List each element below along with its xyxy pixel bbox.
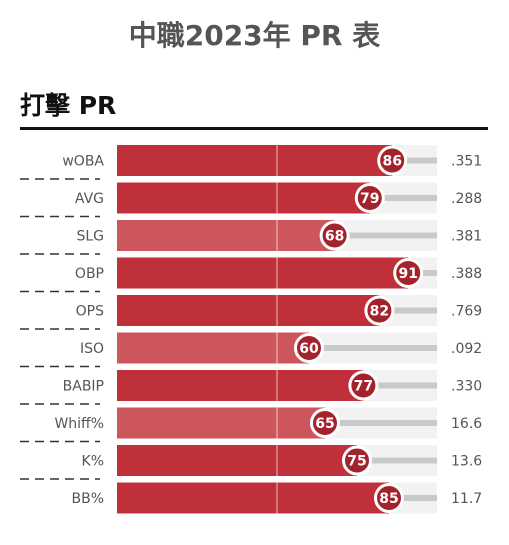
pr-badge xyxy=(319,220,350,251)
stat-value: .388 xyxy=(451,266,482,282)
bar xyxy=(117,332,309,364)
category-label: K% xyxy=(82,454,104,470)
pr-badge xyxy=(393,258,424,288)
pr-badge xyxy=(377,145,408,176)
pr-badge xyxy=(342,445,372,476)
pr-value: 79 xyxy=(360,191,379,207)
category-label: AVG xyxy=(75,191,104,207)
pr-value: 75 xyxy=(347,454,366,470)
stat-value: .092 xyxy=(451,341,482,357)
section-title: 打擊 PR xyxy=(20,91,117,120)
category-label: Whiff% xyxy=(54,416,104,432)
pr-badge xyxy=(354,183,385,213)
category-label: BB% xyxy=(71,491,104,507)
stat-value: .288 xyxy=(451,191,482,207)
stat-value: 11.7 xyxy=(451,491,482,507)
stat-value: 16.6 xyxy=(451,416,482,432)
category-label: ISO xyxy=(80,341,104,357)
stat-value: .330 xyxy=(451,379,482,395)
pr-badge xyxy=(348,370,379,401)
bar-track xyxy=(369,195,437,201)
pr-value: 65 xyxy=(315,416,334,432)
bar-track xyxy=(363,382,437,389)
bar xyxy=(117,370,364,401)
page-title: 中職2023年 PR 表 xyxy=(128,19,381,52)
pr-value: 77 xyxy=(354,379,373,395)
bar-track xyxy=(309,345,437,351)
stat-value: 13.6 xyxy=(451,454,482,470)
bar-track xyxy=(357,457,437,464)
pr-value: 86 xyxy=(382,154,401,170)
section-divider xyxy=(20,127,488,130)
bar-track xyxy=(379,307,437,314)
pr-value: 82 xyxy=(370,304,389,320)
bar xyxy=(117,220,335,251)
bar-track xyxy=(389,495,437,501)
pr-badge xyxy=(364,295,395,326)
bar xyxy=(117,407,325,439)
stat-value: .351 xyxy=(451,154,482,170)
category-label: wOBA xyxy=(62,154,104,170)
bar xyxy=(117,482,389,514)
bar xyxy=(117,295,380,326)
bar xyxy=(117,257,409,289)
pr-badge xyxy=(310,408,340,438)
stat-value: .381 xyxy=(451,229,482,245)
pr-value: 60 xyxy=(299,341,319,357)
pr-badge xyxy=(294,333,324,363)
pr-value: 91 xyxy=(398,266,417,282)
category-label: SLG xyxy=(76,229,104,245)
pr-badge xyxy=(374,483,404,513)
pr-value: 85 xyxy=(379,491,398,507)
bar-track xyxy=(392,157,437,164)
bar xyxy=(117,445,357,476)
bar xyxy=(117,182,370,214)
category-label: BABIP xyxy=(63,379,104,395)
bar-track xyxy=(325,420,437,426)
bar-track xyxy=(334,232,437,239)
bar xyxy=(117,145,393,176)
pr-value: 68 xyxy=(325,229,344,245)
category-label: OPS xyxy=(76,304,104,320)
stat-value: .769 xyxy=(451,304,482,320)
category-label: OBP xyxy=(75,266,104,282)
